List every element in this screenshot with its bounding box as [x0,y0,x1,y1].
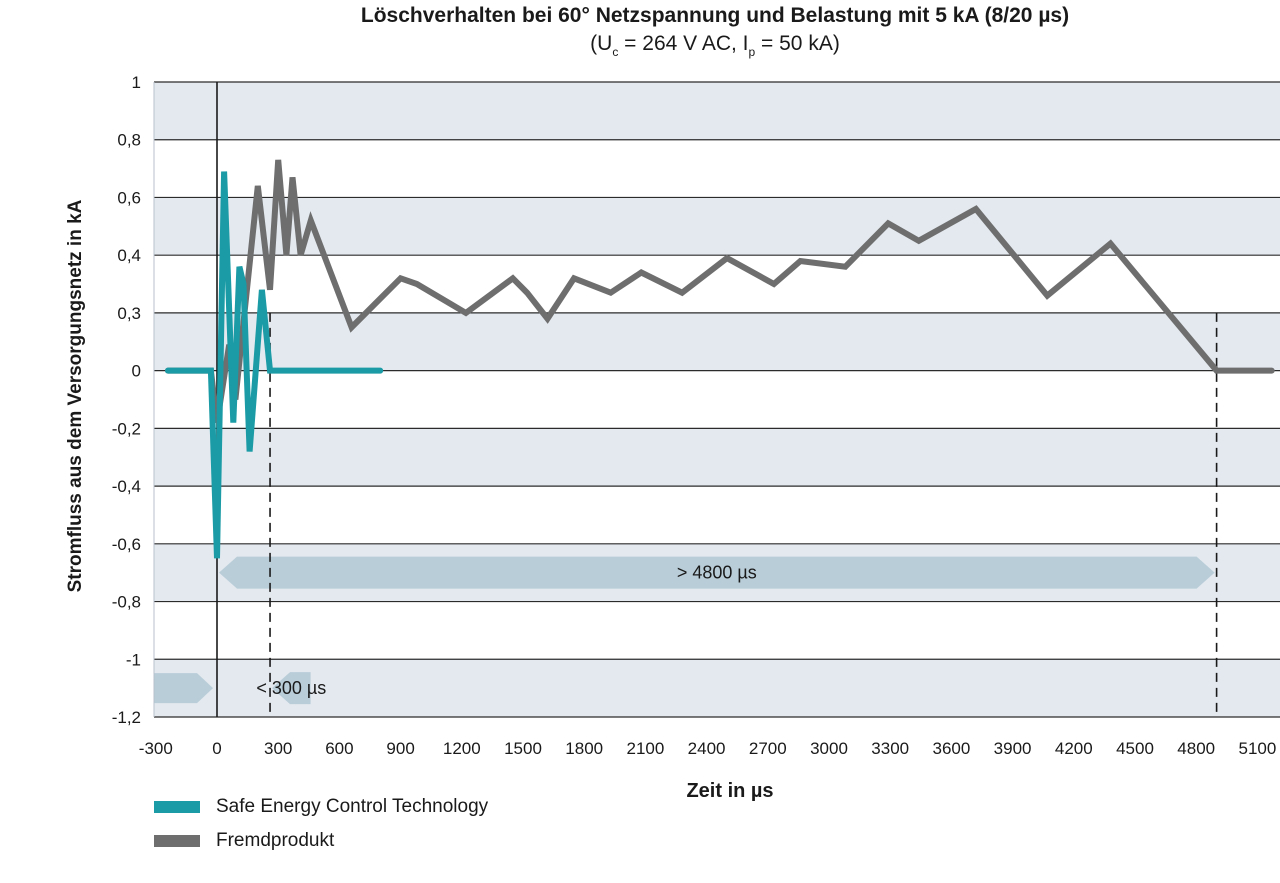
x-tick-labels: -300 0 300 600 900 1200 1500 1800 2100 2400 2700 30… [139,739,1277,758]
x-tick-label: 4500 [1116,739,1154,758]
x-tick-label: 3600 [932,739,970,758]
series-line-fremdprodukt [165,159,1275,424]
x-tick-label: 1200 [443,739,481,758]
subtitle-subscript: c [612,45,619,59]
y-tick-label: -1,2 [112,708,141,727]
y-tick-label: 0,8 [117,131,141,150]
subtitle-part: = 50 kA) [755,32,840,55]
arrow-stub [154,673,213,704]
x-tick-label: 2400 [688,739,726,758]
y-tick-label: 0 [132,362,141,381]
y-tick-label: 0,3 [117,304,141,323]
y-tick-labels: 1 0,8 0,6 0,4 0,3 0 -0,2 -0,4 -0,6 -0,8 -1 -1,2 [112,73,141,727]
x-tick-label: 3900 [994,739,1032,758]
dashed-markers [269,312,1218,717]
plot-band [154,601,1280,660]
x-tick-label: 3000 [810,739,848,758]
duration-label: < 300 µs [256,678,326,698]
plot-band [154,139,1280,198]
legend-swatch-gray [154,835,200,847]
plot-band [154,370,1280,429]
chart-title: Löschverhalten bei 60° Netzspannung und … [360,4,1070,27]
legend-item-fremdprodukt: Fremdprodukt [154,830,334,852]
plot-bands [154,82,1280,717]
y-tick-label: -0,2 [112,419,141,438]
x-tick-label: 2700 [749,739,787,758]
subtitle-part: (U [590,32,613,55]
x-axis-title: Zeit in µs [686,780,774,802]
x-tick-label: 0 [212,739,221,758]
plot-band [154,486,1280,544]
y-tick-label: 0,4 [117,246,141,265]
x-tick-label: 1800 [565,739,603,758]
duration-arrows: > 4800 µs < 300 µs [154,556,1215,705]
duration-arrow [219,556,1215,589]
plot-band [154,659,1280,717]
x-tick-label: 1500 [504,739,542,758]
legend-label: Safe Energy Control Technology [216,796,489,817]
y-axis-title: Stromfluss aus dem Versorgungsnetz in kA [65,199,86,593]
y-tick-label: 0,6 [117,188,141,207]
x-tick-label: 600 [325,739,353,758]
x-tick-label: -300 [139,739,173,758]
legend-swatch-teal [154,801,200,813]
x-tick-label: 5100 [1238,739,1276,758]
y-tick-label: -1 [126,650,141,669]
x-tick-label: 4800 [1177,739,1215,758]
x-tick-label: 900 [386,739,414,758]
subtitle-part: = 264 V AC, I [618,32,749,55]
plot-band [154,82,1280,140]
x-tick-label: 4200 [1055,739,1093,758]
duration-arrow [272,672,311,705]
legend-item-safe-energy: Safe Energy Control Technology [154,796,488,818]
x-tick-label: 3300 [871,739,909,758]
plot-band [154,312,1280,371]
series-line-safe-energy [165,171,384,559]
plot-band [154,428,1280,487]
series-lines [165,159,1275,559]
y-tick-label: -0,6 [112,535,141,554]
duration-label: > 4800 µs [677,563,757,583]
y-tick-label: -0,4 [112,477,141,496]
y-tick-label: 1 [132,73,141,92]
legend-label: Fremdprodukt [216,830,335,851]
x-tick-label: 300 [264,739,292,758]
plot-band [154,197,1280,256]
y-tick-label: -0,8 [112,593,141,612]
x-tick-label: 2100 [626,739,664,758]
chart-subtitle: (Uc = 264 V AC, Ip = 50 kA) [0,32,1280,59]
subtitle-subscript: p [748,45,756,59]
